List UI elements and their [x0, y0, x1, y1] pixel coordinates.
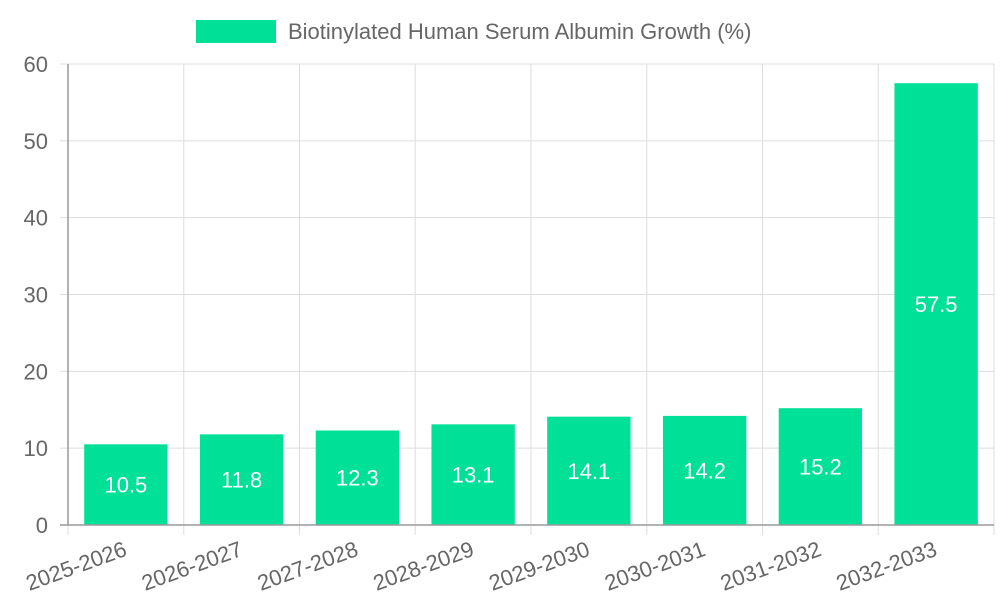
legend-label[interactable]: Biotinylated Human Serum Albumin Growth … — [288, 19, 751, 44]
bar[interactable] — [315, 430, 400, 525]
bar[interactable] — [199, 434, 284, 525]
bar[interactable] — [431, 424, 515, 525]
x-tick-label: 2031-2032 — [717, 536, 824, 595]
bars — [84, 83, 978, 525]
bar[interactable] — [547, 416, 631, 525]
y-tick-label: 0 — [36, 513, 48, 538]
bar-value-label: 13.1 — [452, 463, 495, 488]
x-tick-label: 2027-2028 — [254, 536, 361, 595]
x-tick-label: 2028-2029 — [370, 536, 477, 595]
x-tick-label: 2026-2027 — [138, 536, 245, 595]
bar[interactable] — [894, 83, 978, 525]
bar[interactable] — [84, 444, 168, 525]
bar-labels: 10.5 11.8 12.3 13.1 14.1 14.2 15.2 57.5 — [104, 292, 957, 498]
x-tick-label: 2030-2031 — [601, 536, 708, 595]
bar-value-label: 10.5 — [104, 473, 147, 498]
bar-value-label: 14.1 — [567, 459, 610, 484]
bar-value-label: 12.3 — [336, 466, 379, 491]
y-tick-label: 40 — [24, 206, 48, 231]
y-tick-label: 60 — [24, 52, 48, 77]
bar-value-label: 57.5 — [915, 292, 958, 317]
x-axis-ticks: 2025-2026 2026-2027 2027-2028 2028-2029 2029… — [22, 536, 940, 595]
y-tick-label: 10 — [24, 436, 48, 461]
bar[interactable] — [662, 415, 747, 525]
y-tick-label: 20 — [24, 359, 48, 384]
y-tick-label: 50 — [24, 129, 48, 154]
y-axis-ticks: 0 10 20 30 40 50 60 — [24, 52, 48, 538]
x-tick-label: 2032-2033 — [833, 536, 940, 595]
bar[interactable] — [778, 408, 863, 525]
x-tick-label: 2025-2026 — [22, 536, 129, 595]
legend[interactable]: Biotinylated Human Serum Albumin Growth … — [196, 19, 751, 44]
axes — [60, 64, 994, 526]
y-tick-label: 30 — [24, 283, 48, 308]
bar-value-label: 11.8 — [221, 468, 262, 493]
x-tick-label: 2029-2030 — [485, 536, 592, 595]
bar-value-label: 14.2 — [683, 458, 726, 483]
bar-value-label: 15.2 — [799, 455, 842, 480]
legend-swatch[interactable] — [196, 20, 276, 43]
